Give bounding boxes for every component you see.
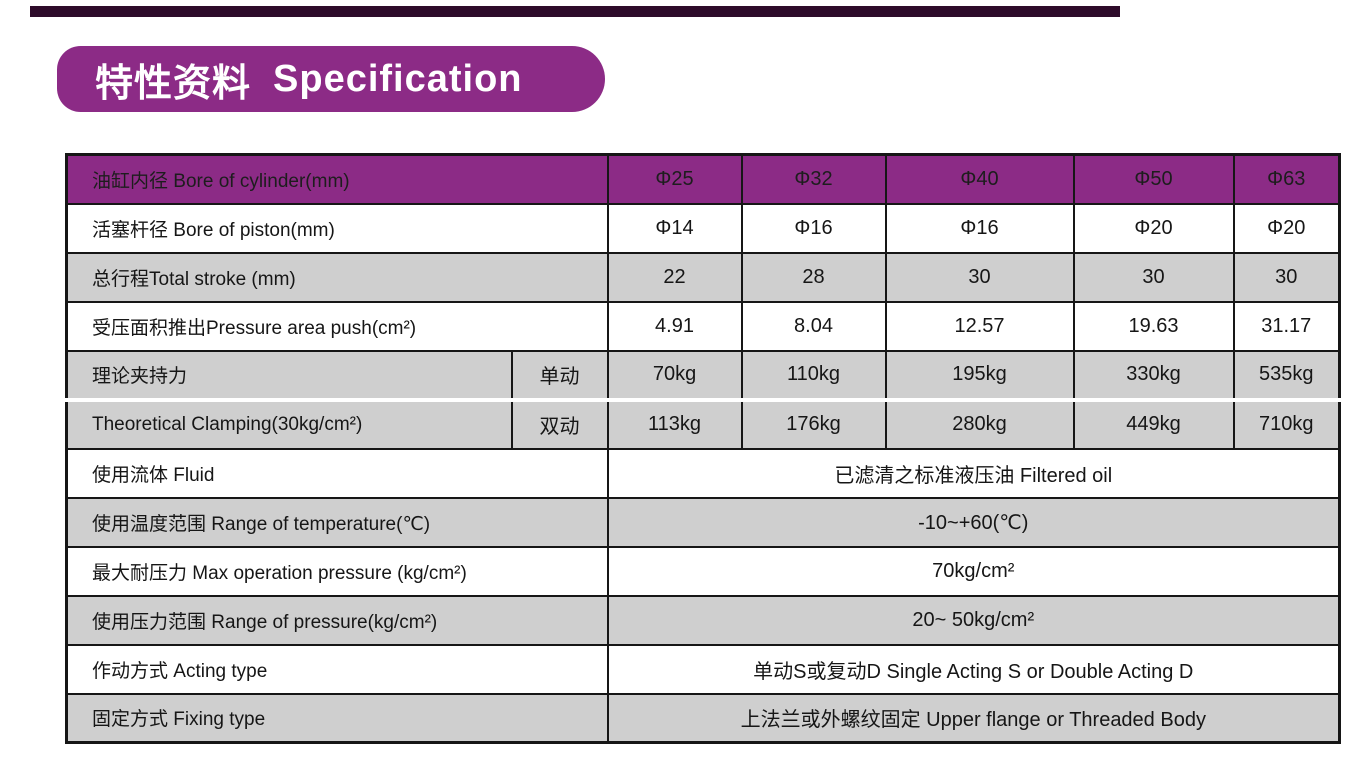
table-cell: 195kg xyxy=(884,349,1075,401)
table-cell: 8.04 xyxy=(740,300,887,352)
table-cell: 已滤清之标准液压油 Filtered oil xyxy=(606,447,1341,499)
table-cell: 535kg xyxy=(1232,349,1341,401)
table-cell: 22 xyxy=(606,251,743,303)
table-cell: 70kg xyxy=(606,349,743,401)
section-banner: 特性资料 Specification xyxy=(57,46,605,112)
table-cell: 28 xyxy=(740,251,887,303)
row-label: 使用流体 Fluid xyxy=(65,447,609,499)
table-cell: -10~+60(℃) xyxy=(606,496,1341,548)
table-row-pressure-range: 使用压力范围 Range of pressure(kg/cm²) 20~ 50k… xyxy=(65,594,1341,646)
table-row-piston: 活塞杆径 Bore of piston(mm) Φ14 Φ16 Φ16 Φ20 … xyxy=(65,202,1341,254)
table-cell: 110kg xyxy=(740,349,887,401)
row-label: 固定方式 Fixing type xyxy=(65,692,609,744)
table-cell: Φ16 xyxy=(740,202,887,254)
header-bore-63: Φ63 xyxy=(1232,153,1341,205)
header-bore-32: Φ32 xyxy=(740,153,887,205)
table-cell: 30 xyxy=(1072,251,1235,303)
row-label: 最大耐压力 Max operation pressure (kg/cm²) xyxy=(65,545,609,597)
header-label: 油缸内径 Bore of cylinder(mm) xyxy=(65,153,609,205)
table-cell: 31.17 xyxy=(1232,300,1341,352)
table-row-pressure-area: 受压面积推出Pressure area push(cm²) 4.91 8.04 … xyxy=(65,300,1341,352)
table-cell: 70kg/cm² xyxy=(606,545,1341,597)
sub-label-double-acting: 双动 xyxy=(510,397,609,450)
table-row-max-pressure: 最大耐压力 Max operation pressure (kg/cm²) 70… xyxy=(65,545,1341,597)
sub-label-single-acting: 单动 xyxy=(510,349,609,401)
table-cell: 20~ 50kg/cm² xyxy=(606,594,1341,646)
header-bore-50: Φ50 xyxy=(1072,153,1235,205)
table-cell: Φ14 xyxy=(606,202,743,254)
row-label: 理论夹持力 xyxy=(65,349,513,401)
specification-table: 油缸内径 Bore of cylinder(mm) Φ25 Φ32 Φ40 Φ5… xyxy=(65,153,1342,744)
table-cell: 710kg xyxy=(1232,397,1341,450)
row-label: Theoretical Clamping(30kg/cm²) xyxy=(65,397,513,450)
table-row-fluid: 使用流体 Fluid 已滤清之标准液压油 Filtered oil xyxy=(65,447,1341,499)
table-cell: 12.57 xyxy=(884,300,1075,352)
banner-title-zh: 特性资料 xyxy=(95,62,252,105)
table-cell: 上法兰或外螺纹固定 Upper flange or Threaded Body xyxy=(606,692,1341,744)
row-label: 受压面积推出Pressure area push(cm²) xyxy=(65,300,609,352)
table-row-header: 油缸内径 Bore of cylinder(mm) Φ25 Φ32 Φ40 Φ5… xyxy=(65,153,1341,205)
row-label: 总行程Total stroke (mm) xyxy=(65,251,609,303)
table-cell: 330kg xyxy=(1072,349,1235,401)
table-cell: 113kg xyxy=(606,397,743,450)
row-label: 使用温度范围 Range of temperature(℃) xyxy=(65,496,609,548)
table-cell: 单动S或复动D Single Acting S or Double Acting… xyxy=(606,643,1341,695)
table-cell: Φ20 xyxy=(1072,202,1235,254)
table-row-stroke: 总行程Total stroke (mm) 22 28 30 30 30 xyxy=(65,251,1341,303)
table-row-temperature: 使用温度范围 Range of temperature(℃) -10~+60(℃… xyxy=(65,496,1341,548)
header-bore-25: Φ25 xyxy=(606,153,743,205)
table-cell: 176kg xyxy=(740,397,887,450)
table-cell: Φ16 xyxy=(884,202,1075,254)
table-row-clamp-single: 理论夹持力 单动 70kg 110kg 195kg 330kg 535kg xyxy=(65,349,1341,401)
banner-title-en: Specification xyxy=(273,57,523,100)
top-accent-bar xyxy=(30,6,1120,17)
row-label: 活塞杆径 Bore of piston(mm) xyxy=(65,202,609,254)
row-label: 作动方式 Acting type xyxy=(65,643,609,695)
table-cell: 19.63 xyxy=(1072,300,1235,352)
row-label: 使用压力范围 Range of pressure(kg/cm²) xyxy=(65,594,609,646)
table-cell: 30 xyxy=(884,251,1075,303)
table-cell: 449kg xyxy=(1072,397,1235,450)
table-row-fixing-type: 固定方式 Fixing type 上法兰或外螺纹固定 Upper flange … xyxy=(65,692,1341,744)
table-row-clamp-double: Theoretical Clamping(30kg/cm²) 双动 113kg … xyxy=(65,397,1341,450)
table-row-acting-type: 作动方式 Acting type 单动S或复动D Single Acting S… xyxy=(65,643,1341,695)
table-cell: Φ20 xyxy=(1232,202,1341,254)
table-cell: 280kg xyxy=(884,397,1075,450)
table-cell: 4.91 xyxy=(606,300,743,352)
header-bore-40: Φ40 xyxy=(884,153,1075,205)
table-cell: 30 xyxy=(1232,251,1341,303)
